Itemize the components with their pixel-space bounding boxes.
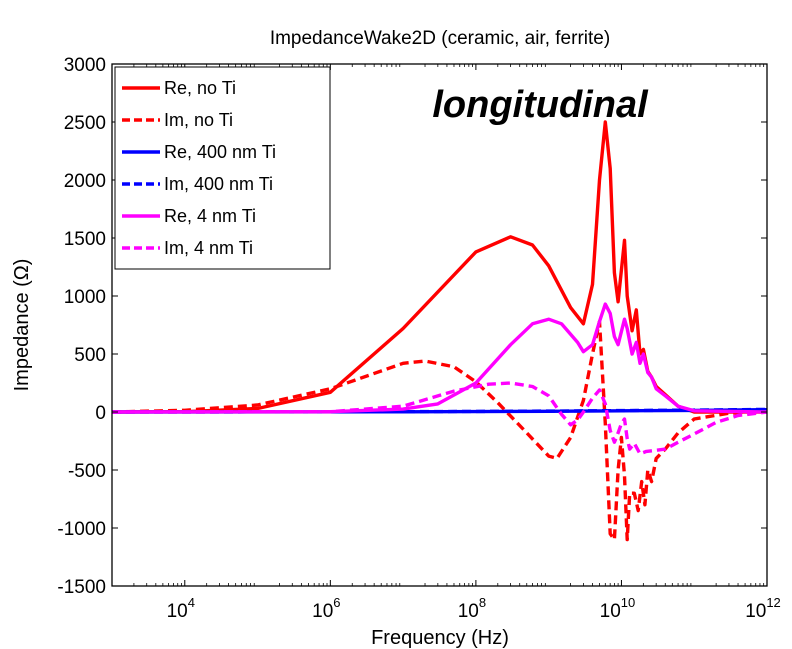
y-tick-label-9: -1000 — [57, 519, 106, 540]
legend-label-4: Im, 400 nm Ti — [164, 174, 273, 194]
x-axis-label: Frequency (Hz) — [371, 627, 509, 649]
y-tick-label-1: 3000 — [64, 55, 106, 76]
annotation-label: longitudinal — [432, 84, 649, 126]
y-tick-label-4: 1500 — [64, 229, 106, 250]
y-tick-label-10: -1500 — [57, 577, 106, 598]
y-tick-label-3: 2000 — [64, 171, 106, 192]
legend-label-5: Re, 4 nm Ti — [164, 206, 256, 226]
y-tick-label-5: 1000 — [64, 287, 106, 308]
legend-label-2: Im, no Ti — [164, 110, 233, 130]
chart-title: ImpedanceWake2D (ceramic, air, ferrite) — [270, 28, 610, 49]
legend-items: Re, no Ti Im, no Ti Re, 400 nm Ti Im, 400 n… — [122, 78, 276, 258]
series-line-2 — [111, 319, 768, 542]
axis-ticks: 104 106 108 1010 101230002500200015001000500… — [57, 55, 780, 622]
y-axis-label: Impedance (Ω) — [11, 259, 33, 392]
legend-label-1: Re, no Ti — [164, 78, 236, 98]
y-tick-label-2: 2500 — [64, 113, 106, 134]
series-line-5 — [111, 302, 768, 414]
series-line-6 — [111, 381, 768, 456]
y-tick-label-7: 0 — [95, 403, 106, 424]
legend-label-6: Im, 4 nm Ti — [164, 238, 253, 258]
plot-frame — [111, 63, 768, 587]
legend-box — [114, 66, 331, 270]
y-tick-label-6: 500 — [74, 345, 106, 366]
legend: Re, no Ti Im, no Ti Re, 400 nm Ti Im, 400 n… — [114, 66, 331, 270]
legend-label-3: Re, 400 nm Ti — [164, 142, 276, 162]
data-layer — [111, 120, 768, 542]
y-tick-label-8: -500 — [68, 461, 106, 482]
